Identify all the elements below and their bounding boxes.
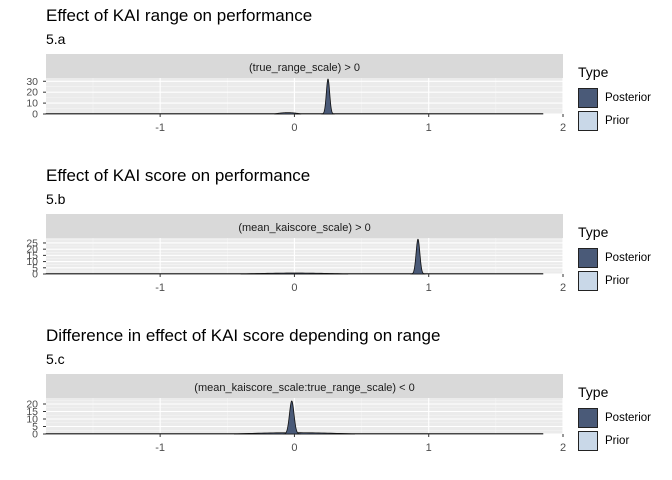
x-tick-label: 1: [426, 442, 432, 454]
x-tick-label: 0: [291, 122, 297, 134]
y-tick-label: 10: [26, 414, 38, 426]
x-tick-label: 1: [426, 122, 432, 134]
legend-swatch-posterior: [578, 87, 598, 108]
facet-strip: [46, 54, 563, 78]
panel-c-subtitle: 5.c: [46, 351, 65, 367]
y-tick-label: 10: [26, 98, 38, 110]
x-tick-label: 2: [560, 282, 566, 294]
panel-c-legend: Type Posterior Prior: [578, 384, 668, 452]
x-tick-label: 2: [560, 442, 566, 454]
legend-title: Type: [578, 224, 609, 240]
y-tick-label: 20: [26, 244, 38, 256]
legend-title: Type: [578, 64, 609, 80]
legend-item-posterior: Posterior: [578, 86, 668, 109]
y-tick-label: 0: [32, 109, 38, 121]
facet-label: (true_range_scale) > 0: [249, 62, 360, 74]
legend-swatch-prior: [578, 110, 598, 131]
y-tick-label: 15: [26, 250, 38, 262]
panel-b: Effect of KAI score on performance 5.b (…: [0, 160, 672, 320]
legend-label-posterior: Posterior: [605, 411, 652, 424]
posterior-density: [410, 238, 426, 275]
legend-item-prior: Prior: [578, 269, 668, 292]
legend-item-prior: Prior: [578, 109, 668, 132]
panel-a: Effect of KAI range on performance 5.a (…: [0, 0, 672, 160]
legend-item-posterior: Posterior: [578, 406, 668, 429]
legend-swatch-posterior: [578, 247, 598, 268]
y-tick-label: 0: [32, 429, 38, 441]
y-tick-label: 20: [26, 399, 38, 411]
posterior-tail: [274, 112, 302, 115]
y-tick-label: 25: [26, 237, 38, 249]
legend-label-prior: Prior: [605, 434, 630, 447]
plot-background: [46, 78, 563, 114]
x-tick-label: -1: [155, 122, 165, 134]
panel-a-subtitle: 5.a: [46, 31, 66, 47]
y-tick-label: 10: [26, 256, 38, 268]
legend-swatch-posterior: [578, 407, 598, 428]
panel-a-legend: Type Posterior Prior: [578, 64, 668, 132]
y-tick-label: 0: [32, 269, 38, 281]
plot-background: [46, 398, 563, 434]
legend-item-posterior: Posterior: [578, 246, 668, 269]
legend-title: Type: [578, 384, 609, 400]
posterior-density: [282, 400, 301, 435]
x-tick-label: 0: [291, 282, 297, 294]
y-tick-label: 20: [26, 87, 38, 99]
y-tick-label: 5: [32, 421, 38, 433]
y-tick-label: 30: [26, 76, 38, 88]
legend-item-prior: Prior: [578, 429, 668, 452]
panel-b-title: Effect of KAI score on performance: [46, 166, 311, 185]
x-tick-label: -1: [155, 282, 165, 294]
panel-c-title: Difference in effect of KAI score depend…: [46, 326, 441, 345]
posterior-density: [321, 78, 335, 115]
x-tick-label: 1: [426, 282, 432, 294]
facet-label: (mean_kaiscore_scale) > 0: [238, 222, 370, 234]
panel-b-subtitle: 5.b: [46, 191, 66, 207]
x-tick-label: 0: [291, 442, 297, 454]
panel-c: Difference in effect of KAI score depend…: [0, 320, 672, 480]
legend-label-posterior: Posterior: [605, 91, 652, 104]
y-tick-label: 5: [32, 262, 38, 274]
y-tick-label: 15: [26, 406, 38, 418]
legend-label-prior: Prior: [605, 274, 630, 287]
legend-swatch-prior: [578, 430, 598, 451]
facet-label: (mean_kaiscore_scale:true_range_scale) <…: [194, 382, 414, 394]
facet-strip: [46, 214, 563, 238]
legend-swatch-prior: [578, 270, 598, 291]
panel-b-legend: Type Posterior Prior: [578, 224, 668, 292]
panel-a-title: Effect of KAI range on performance: [46, 6, 313, 25]
legend-label-posterior: Posterior: [605, 251, 652, 264]
panel-c-plot: (mean_kaiscore_scale:true_range_scale) <…: [26, 374, 566, 454]
x-tick-label: -1: [155, 442, 165, 454]
posterior-tail: [240, 272, 349, 275]
x-tick-label: 2: [560, 122, 566, 134]
legend-label-prior: Prior: [605, 114, 630, 127]
facet-strip: [46, 374, 563, 398]
